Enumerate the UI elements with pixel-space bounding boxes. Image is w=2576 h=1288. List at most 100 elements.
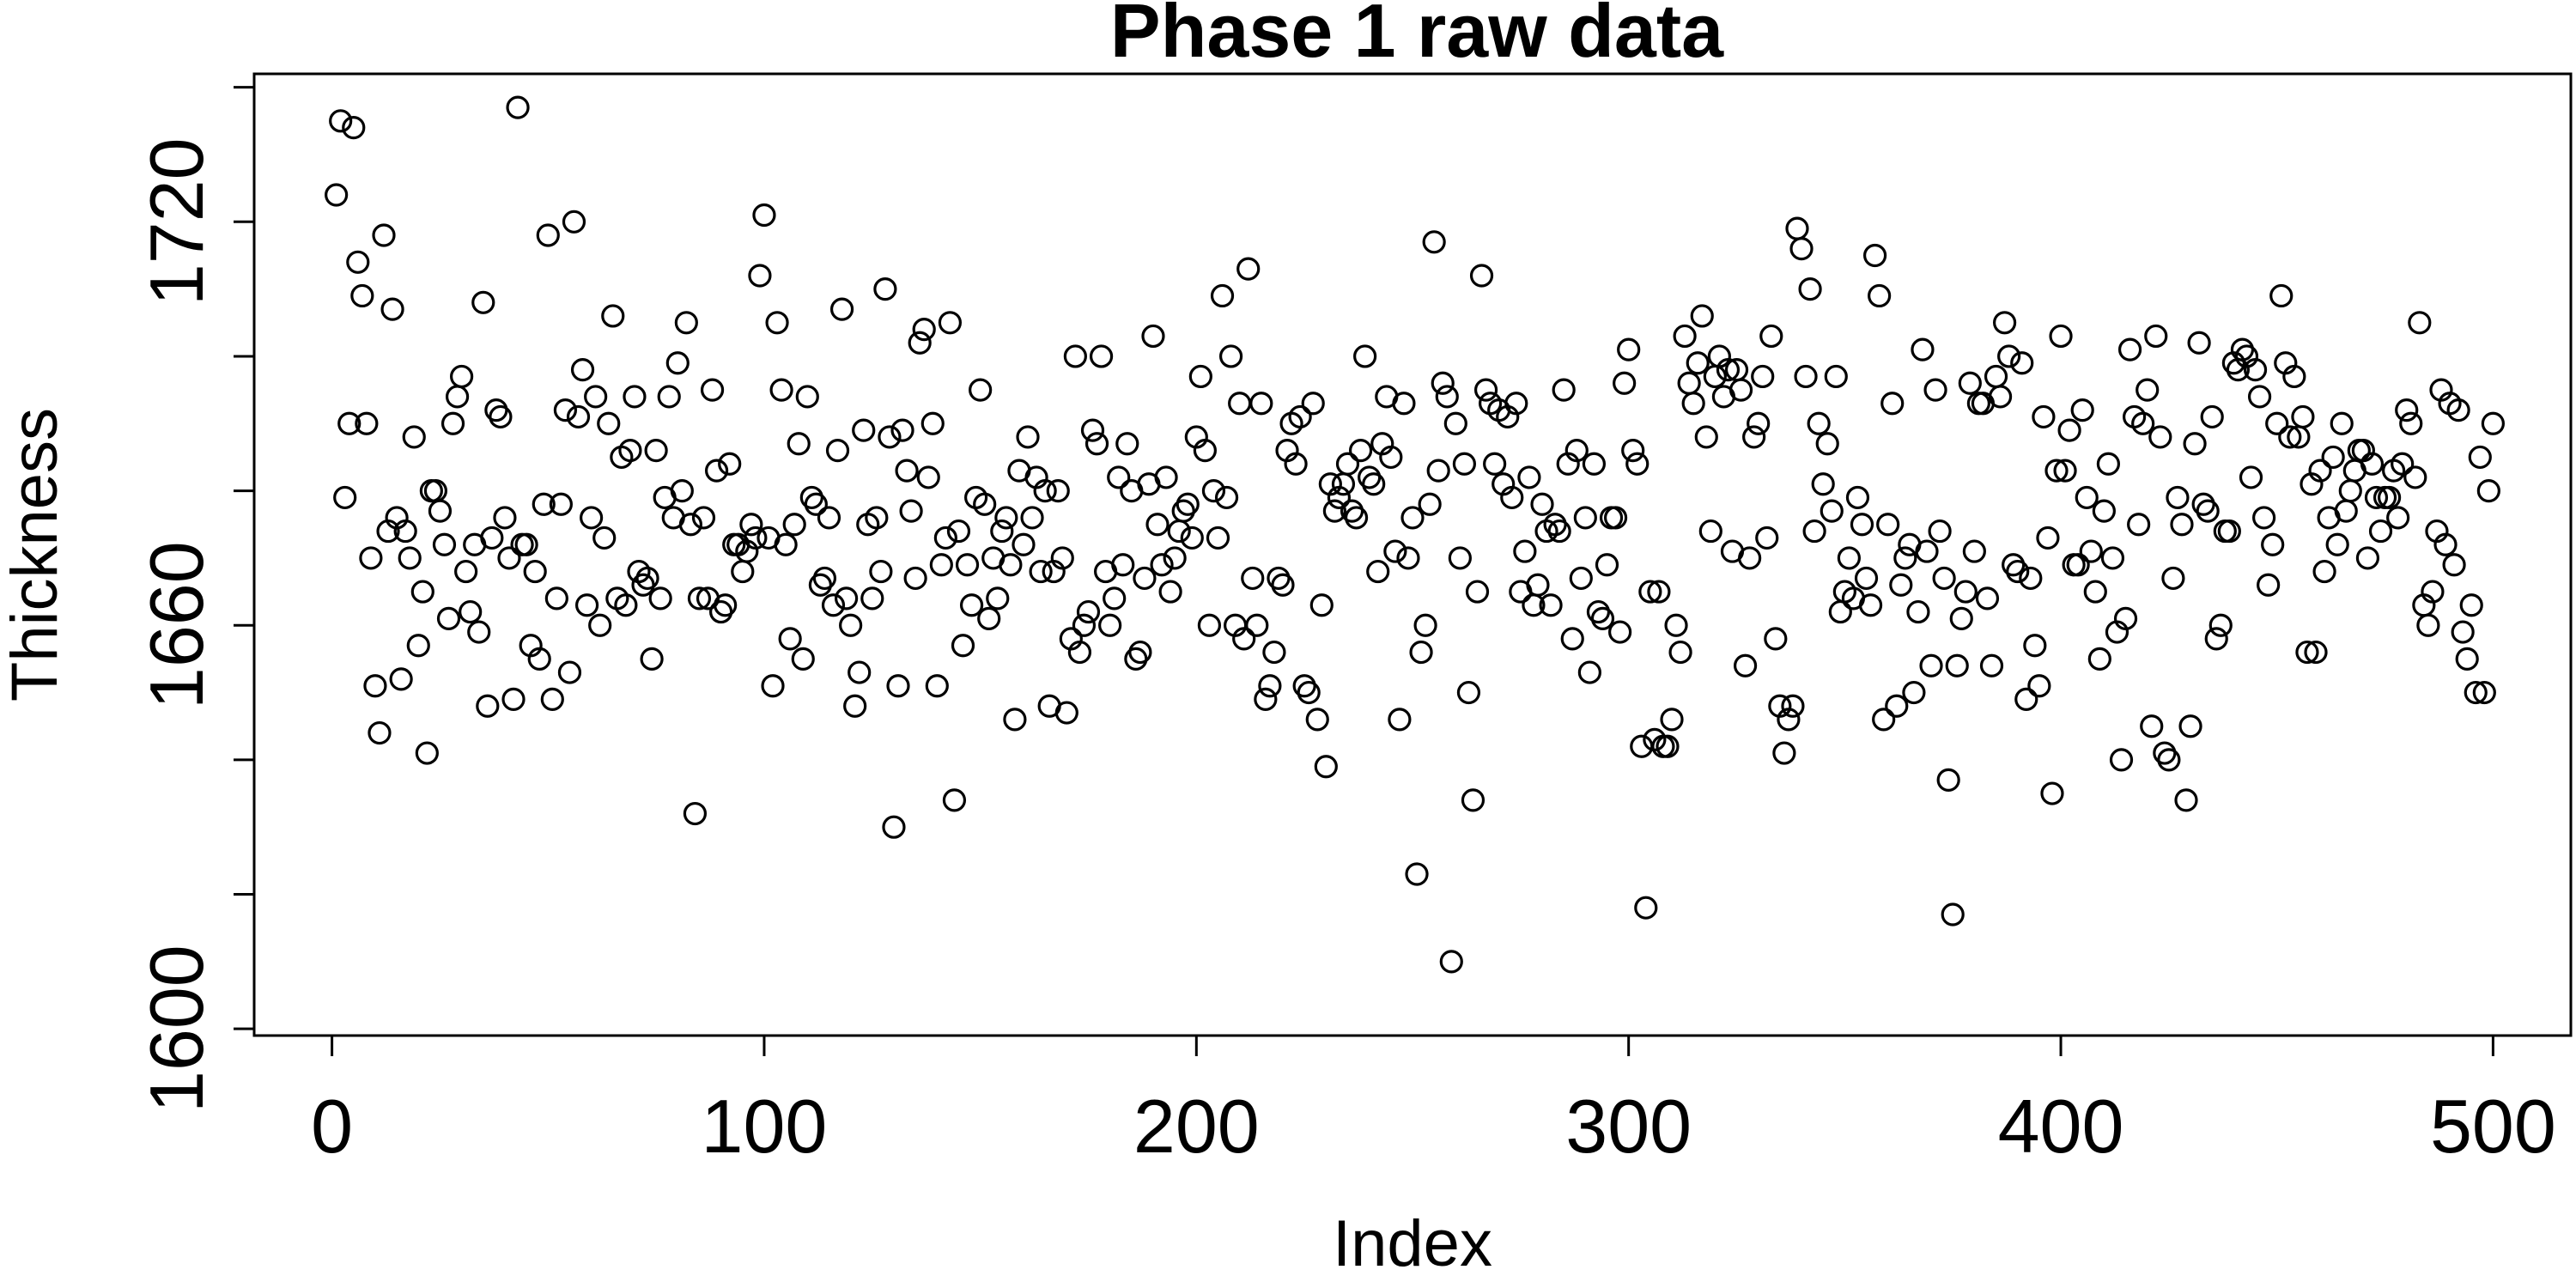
data-point xyxy=(2166,485,2190,510)
data-point xyxy=(1660,708,1684,732)
data-point xyxy=(700,378,725,402)
data-point xyxy=(1154,465,1178,489)
data-point xyxy=(678,513,702,537)
data-point xyxy=(2295,640,2319,665)
data-point xyxy=(821,593,846,617)
data-point xyxy=(1941,902,1965,927)
data-point xyxy=(1552,378,1576,402)
data-point xyxy=(2161,566,2185,591)
data-point xyxy=(1772,741,1796,765)
data-point xyxy=(1733,653,1758,677)
data-point xyxy=(2170,513,2194,537)
data-point xyxy=(825,439,850,463)
data-point xyxy=(592,526,617,550)
data-point xyxy=(1327,485,1352,510)
data-point xyxy=(1698,519,1722,544)
data-point xyxy=(1919,653,1943,677)
data-point xyxy=(674,311,698,335)
data-point xyxy=(933,526,957,550)
data-point xyxy=(1098,613,1122,637)
data-point xyxy=(497,546,521,570)
data-point xyxy=(1862,243,1887,268)
data-point xyxy=(514,532,538,556)
data-point xyxy=(873,277,897,301)
data-point xyxy=(748,264,772,288)
data-point xyxy=(1828,599,1852,624)
data-point xyxy=(2481,411,2505,435)
data-point xyxy=(2083,580,2107,604)
data-point xyxy=(946,519,971,544)
data-point xyxy=(2265,411,2289,435)
data-point xyxy=(1003,708,1027,732)
data-point xyxy=(2325,532,2349,556)
data-point xyxy=(1115,432,1139,456)
data-point xyxy=(1759,324,1783,349)
data-point xyxy=(350,283,374,308)
data-point xyxy=(1020,506,1044,530)
data-point xyxy=(566,404,591,429)
data-point xyxy=(665,351,690,375)
data-point xyxy=(1232,627,1256,651)
data-point xyxy=(1063,344,1087,368)
data-point xyxy=(1802,519,1826,544)
data-point xyxy=(2312,559,2336,584)
data-point xyxy=(765,311,789,335)
data-point xyxy=(2433,532,2458,556)
data-point xyxy=(1647,580,1671,604)
data-point xyxy=(1314,755,1338,779)
data-point xyxy=(2416,613,2440,637)
data-point xyxy=(2053,459,2077,483)
data-point xyxy=(406,634,430,658)
data-point xyxy=(1214,485,1239,510)
data-point xyxy=(523,559,547,584)
data-point xyxy=(1409,640,1433,665)
data-point xyxy=(544,586,568,611)
data-point xyxy=(2391,452,2415,476)
data-point xyxy=(899,499,923,523)
data-point xyxy=(1392,392,1416,416)
data-point xyxy=(683,801,708,826)
data-point xyxy=(2070,398,2094,422)
x-tick-label: 500 xyxy=(2430,1084,2556,1169)
data-point xyxy=(739,513,763,537)
data-point xyxy=(368,720,392,745)
data-point xyxy=(432,532,457,556)
data-point xyxy=(1690,304,1714,328)
data-point xyxy=(2464,680,2488,705)
data-point xyxy=(410,580,434,604)
data-point xyxy=(428,499,453,523)
data-point xyxy=(886,674,910,698)
data-point xyxy=(2395,398,2419,422)
data-point xyxy=(1089,344,1114,368)
data-point xyxy=(1677,371,1701,395)
data-point xyxy=(2200,404,2224,429)
data-point xyxy=(2157,748,2181,772)
data-point xyxy=(1777,708,1801,732)
data-point xyxy=(920,411,945,435)
data-point xyxy=(2117,337,2142,361)
data-points xyxy=(325,95,2505,974)
y-axis: 1600 1660 1720 xyxy=(134,86,256,1113)
data-point xyxy=(1794,364,1818,389)
x-tick-label: 100 xyxy=(702,1084,828,1169)
data-point xyxy=(2019,566,2043,591)
data-point xyxy=(584,385,608,409)
data-point xyxy=(480,526,504,550)
data-point xyxy=(1301,392,1325,416)
data-point xyxy=(398,546,422,570)
data-point xyxy=(2178,714,2202,738)
data-point xyxy=(1517,465,1541,489)
data-point xyxy=(1845,485,1870,510)
data-point xyxy=(2066,553,2090,577)
data-point xyxy=(1241,566,1265,591)
data-point xyxy=(1664,613,1688,637)
data-point xyxy=(389,667,413,691)
data-point xyxy=(1526,573,1550,597)
data-point xyxy=(1271,573,1295,597)
data-point xyxy=(1483,452,1507,476)
data-point xyxy=(2109,748,2134,772)
data-point xyxy=(1431,371,1455,395)
data-point xyxy=(2257,573,2281,597)
data-point xyxy=(1344,506,1369,530)
data-point xyxy=(1928,519,1952,544)
